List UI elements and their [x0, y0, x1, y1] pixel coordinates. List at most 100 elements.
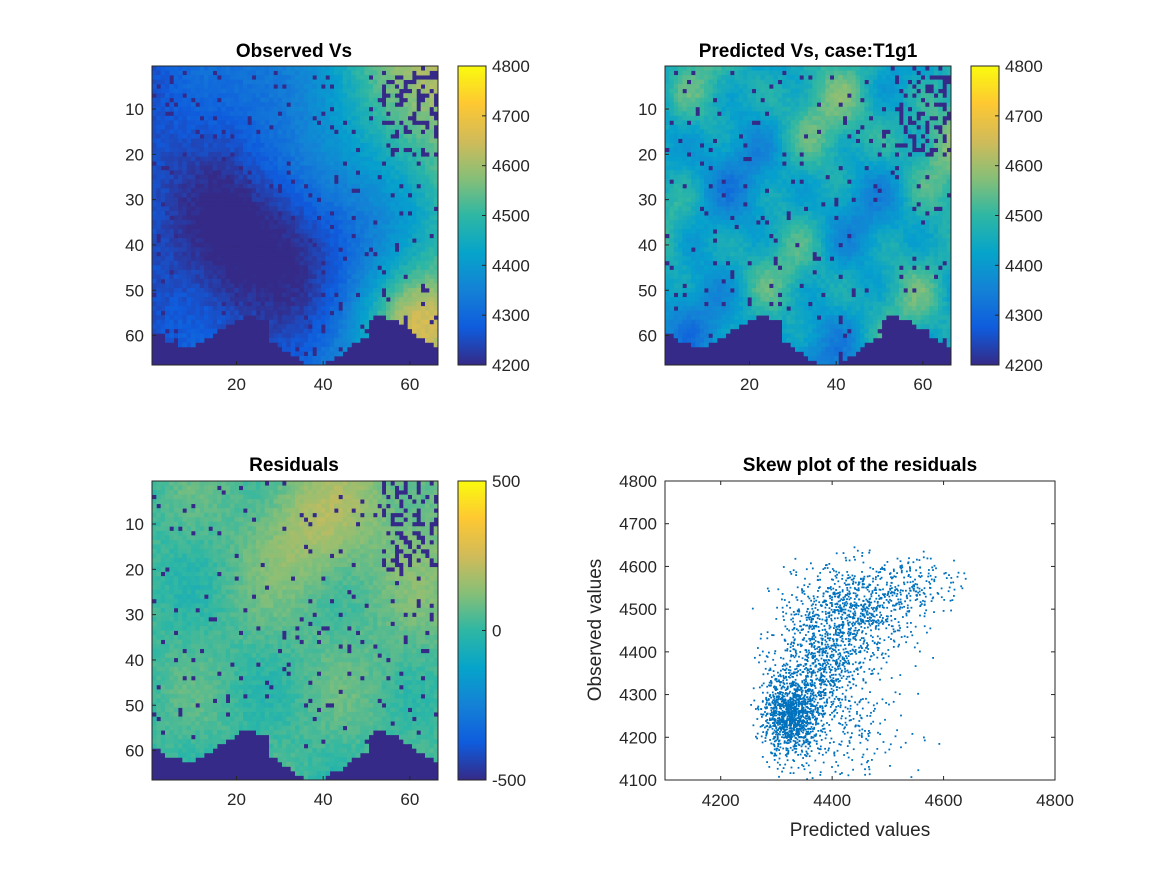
heatmap-cell	[316, 143, 322, 148]
heatmap-cell	[925, 111, 930, 117]
heatmap-cell	[321, 183, 326, 189]
heatmap-cell	[204, 183, 209, 189]
heatmap-cell	[769, 102, 774, 108]
heatmap-cell	[178, 310, 183, 316]
heatmap-cell	[321, 102, 326, 108]
heatmap-cell	[182, 79, 188, 85]
heatmap-cell	[355, 143, 361, 148]
heatmap-cell	[355, 251, 361, 257]
heatmap-cell	[351, 66, 357, 71]
heatmap-cell	[929, 97, 935, 103]
heatmap-cell	[764, 143, 770, 148]
heatmap-cell	[412, 247, 417, 253]
heatmap-cell	[169, 301, 175, 307]
heatmap-cell	[295, 79, 300, 85]
heatmap-cell	[420, 215, 426, 221]
heatmap-cell	[269, 256, 274, 262]
heatmap-cell	[429, 192, 435, 198]
heatmap-cell	[334, 265, 339, 271]
heatmap-cell	[199, 233, 205, 239]
heatmap-cell	[717, 156, 722, 162]
heatmap-cell	[282, 97, 287, 103]
heatmap-cell	[299, 220, 305, 225]
heatmap-cell	[433, 278, 439, 284]
heatmap-cell	[308, 156, 313, 162]
heatmap-cell	[721, 138, 727, 144]
heatmap-cell	[316, 152, 322, 158]
heatmap-cell	[195, 324, 201, 330]
heatmap-cell	[160, 174, 166, 180]
heatmap-cell	[325, 66, 331, 71]
heatmap-cell	[355, 233, 361, 239]
heatmap-cell	[338, 337, 344, 343]
heatmap-cell	[721, 102, 727, 108]
heatmap-cell	[195, 333, 201, 339]
heatmap-cell	[399, 206, 404, 212]
heatmap-cell	[360, 183, 365, 189]
heatmap-cell	[234, 66, 240, 71]
heatmap-cell	[295, 229, 300, 235]
heatmap-cell	[394, 161, 400, 167]
heatmap-cell	[812, 147, 818, 153]
heatmap-cell	[338, 229, 344, 235]
heatmap-cell	[173, 278, 179, 284]
heatmap-cell	[329, 342, 335, 348]
heatmap-cell	[312, 188, 318, 194]
heatmap-cell	[399, 269, 404, 275]
heatmap-cell	[786, 152, 792, 158]
heatmap-cell	[217, 229, 222, 235]
heatmap-cell	[786, 66, 792, 71]
heatmap-cell	[669, 66, 675, 71]
heatmap-cell	[777, 84, 783, 90]
heatmap-cell	[420, 124, 426, 130]
heatmap-cell	[329, 143, 335, 148]
heatmap-cell	[386, 102, 391, 108]
heatmap-cell	[338, 138, 344, 144]
heatmap-cell	[412, 324, 417, 330]
heatmap-cell	[225, 292, 231, 298]
heatmap-cell	[321, 133, 326, 139]
heatmap-cell	[669, 147, 675, 153]
heatmap-cell	[855, 133, 861, 139]
heatmap-cell	[399, 256, 404, 262]
heatmap-cell	[338, 129, 344, 135]
heatmap-cell	[160, 66, 166, 71]
heatmap-cell	[803, 124, 809, 130]
heatmap-cell	[699, 93, 705, 99]
heatmap-cell	[394, 306, 400, 312]
heatmap-cell	[199, 287, 205, 293]
heatmap-cell	[212, 165, 218, 171]
heatmap-cell	[290, 188, 296, 194]
heatmap-cell	[173, 287, 179, 293]
heatmap-cell	[169, 143, 175, 148]
heatmap-cell	[178, 328, 183, 334]
heatmap-cell	[773, 147, 779, 153]
heatmap-cell	[851, 97, 857, 103]
heatmap-cell	[186, 256, 192, 262]
heatmap-cell	[186, 287, 192, 293]
heatmap-cell	[299, 106, 305, 112]
heatmap-cell	[420, 224, 426, 230]
heatmap-cell	[407, 183, 413, 189]
heatmap-cell	[355, 242, 361, 248]
heatmap-cell	[360, 84, 365, 90]
heatmap-cell	[407, 269, 413, 275]
heatmap-cell	[868, 133, 874, 139]
heatmap-cell	[821, 66, 826, 71]
heatmap-cell	[308, 342, 313, 348]
heatmap-cell	[669, 133, 675, 139]
heatmap-cell	[152, 215, 157, 221]
heatmap-cell	[338, 111, 344, 117]
heatmap-cell	[725, 133, 731, 139]
heatmap-cell	[269, 224, 274, 230]
heatmap-cell	[178, 260, 183, 266]
heatmap-cell	[381, 247, 387, 253]
heatmap-cell	[195, 192, 201, 198]
heatmap-cell	[269, 278, 274, 284]
heatmap-cell	[225, 197, 231, 203]
heatmap-cell	[355, 115, 361, 121]
heatmap-cell	[381, 224, 387, 230]
heatmap-cell	[734, 152, 740, 158]
heatmap-cell	[377, 111, 383, 117]
heatmap-cell	[312, 79, 318, 85]
